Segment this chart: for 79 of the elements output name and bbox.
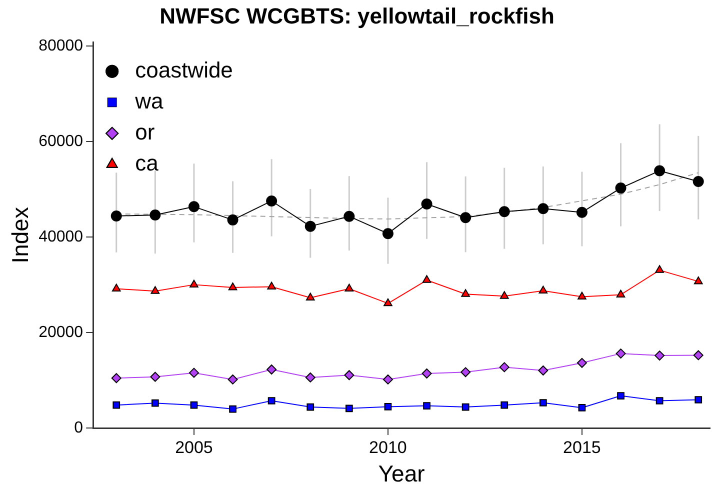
y-tick-label: 80000: [38, 38, 84, 55]
point: [267, 282, 276, 290]
x-axis-title: Year: [378, 460, 426, 487]
legend-label: ca: [135, 150, 160, 176]
y-tick-label: 40000: [38, 228, 84, 246]
point: [538, 203, 549, 214]
y-tick-label: 20000: [38, 324, 84, 341]
y-tick-label: 60000: [38, 133, 84, 150]
point: [500, 401, 508, 409]
point: [694, 276, 703, 284]
point: [190, 401, 198, 409]
point: [382, 374, 393, 384]
point: [112, 401, 120, 409]
point: [150, 209, 161, 220]
point: [578, 292, 586, 300]
point: [384, 298, 392, 306]
point: [460, 367, 471, 378]
x-tick-label: 2005: [175, 438, 213, 457]
point: [654, 165, 666, 176]
point: [617, 392, 624, 400]
point: [344, 284, 354, 292]
point: [576, 358, 587, 368]
point: [538, 286, 548, 294]
point: [345, 404, 353, 412]
point: [421, 198, 432, 210]
point: [422, 275, 432, 283]
point: [190, 280, 198, 288]
point: [188, 201, 200, 212]
point: [188, 368, 199, 378]
point: [111, 373, 122, 384]
point: [384, 403, 392, 410]
point: [306, 292, 315, 300]
point: [499, 362, 510, 372]
chart-title: NWFSC WCGBTS: yellowtail_rockfish: [160, 3, 554, 28]
point: [578, 404, 586, 412]
point: [344, 210, 355, 222]
x-tick-label: 2015: [563, 438, 601, 457]
point: [539, 399, 547, 406]
point: [656, 397, 664, 404]
point: [692, 176, 704, 187]
point: [227, 214, 238, 226]
legend-label: or: [135, 119, 155, 144]
y-tick-label: 0: [74, 419, 84, 436]
point: [694, 396, 702, 404]
point: [382, 228, 394, 240]
point: [462, 403, 470, 411]
point: [150, 286, 160, 294]
point: [268, 397, 276, 404]
point: [266, 364, 277, 374]
point: [655, 265, 664, 273]
point: [693, 350, 704, 360]
point: [228, 374, 238, 384]
point: [654, 350, 665, 361]
point: [423, 402, 430, 410]
point: [150, 372, 160, 382]
point: [110, 210, 122, 222]
legend-label: coastwide: [135, 57, 233, 82]
point: [616, 290, 626, 298]
point: [229, 405, 236, 413]
point: [498, 206, 510, 218]
point: [306, 403, 314, 411]
point: [460, 212, 472, 224]
point: [422, 368, 432, 378]
point: [304, 220, 316, 232]
point: [228, 282, 238, 290]
point: [112, 284, 121, 292]
point: [151, 399, 159, 407]
point: [266, 195, 278, 206]
point: [344, 370, 354, 380]
point: [576, 206, 588, 218]
point: [616, 348, 626, 359]
legend-label: wa: [134, 88, 164, 114]
point: [538, 365, 548, 376]
point: [615, 182, 626, 194]
y-axis-title: Index: [7, 206, 34, 264]
point: [500, 291, 509, 299]
point: [305, 372, 316, 382]
point: [461, 289, 470, 297]
x-tick-label: 2010: [369, 438, 407, 457]
